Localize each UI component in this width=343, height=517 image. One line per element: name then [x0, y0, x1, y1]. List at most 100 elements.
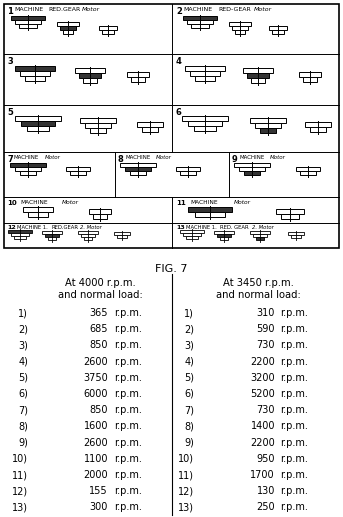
Bar	[45, 234, 59, 237]
Text: MACHINE 1.: MACHINE 1.	[186, 225, 217, 230]
Bar	[84, 237, 92, 240]
Text: 590: 590	[257, 324, 275, 334]
Text: r.p.m.: r.p.m.	[280, 503, 308, 512]
Bar	[114, 232, 130, 235]
Bar	[60, 26, 76, 30]
Bar	[232, 26, 248, 30]
Bar	[11, 233, 29, 236]
Text: r.p.m.: r.p.m.	[280, 340, 308, 351]
Text: 2): 2)	[18, 324, 28, 334]
Text: 130: 130	[257, 486, 275, 496]
Text: r.p.m.: r.p.m.	[114, 308, 142, 318]
Text: 1): 1)	[184, 308, 194, 318]
Bar	[188, 121, 222, 126]
Text: 1600: 1600	[83, 421, 108, 431]
Text: 2: 2	[176, 7, 182, 16]
Text: r.p.m.: r.p.m.	[280, 405, 308, 415]
Bar	[15, 20, 41, 24]
Text: 5): 5)	[18, 373, 28, 383]
Bar	[127, 72, 149, 77]
Text: 4): 4)	[184, 357, 194, 367]
Bar	[310, 127, 326, 132]
Bar	[142, 127, 158, 132]
Bar	[125, 167, 151, 171]
Text: 9): 9)	[184, 437, 194, 448]
Text: At 3450 r.p.m.: At 3450 r.p.m.	[223, 278, 294, 288]
Bar	[80, 118, 116, 123]
Text: 11): 11)	[12, 470, 28, 480]
Bar	[25, 76, 45, 81]
Text: 3): 3)	[18, 340, 28, 351]
Bar	[229, 22, 251, 26]
Bar	[250, 231, 270, 234]
Text: 5200: 5200	[250, 389, 275, 399]
Text: 4: 4	[176, 57, 182, 66]
Bar	[89, 209, 111, 214]
Bar	[244, 171, 260, 175]
Text: 2. Motor: 2. Motor	[80, 225, 102, 230]
Text: 730: 730	[257, 340, 275, 351]
Text: Motor: Motor	[234, 200, 251, 205]
Bar	[83, 78, 97, 83]
Bar	[14, 236, 26, 239]
Text: 13): 13)	[178, 503, 194, 512]
Text: 10): 10)	[12, 454, 28, 464]
Text: 1): 1)	[18, 308, 28, 318]
Bar	[291, 235, 301, 238]
Text: RED.GEAR: RED.GEAR	[52, 225, 79, 230]
Text: 2. Motor: 2. Motor	[252, 225, 274, 230]
Text: r.p.m.: r.p.m.	[280, 373, 308, 383]
Text: r.p.m.: r.p.m.	[114, 421, 142, 431]
Bar	[214, 231, 234, 234]
Bar	[288, 232, 304, 235]
Text: r.p.m.: r.p.m.	[114, 503, 142, 512]
Text: 7: 7	[7, 155, 13, 164]
Bar	[48, 237, 56, 240]
Text: 10: 10	[7, 200, 17, 206]
Bar	[20, 71, 50, 76]
Bar	[79, 73, 101, 78]
Text: 8): 8)	[18, 421, 28, 431]
Bar	[185, 66, 225, 71]
Text: 6): 6)	[184, 389, 194, 399]
Text: and normal load:: and normal load:	[58, 290, 142, 300]
Text: r.p.m.: r.p.m.	[280, 486, 308, 496]
Text: r.p.m.: r.p.m.	[280, 454, 308, 464]
Text: RED.GEAR: RED.GEAR	[48, 7, 80, 12]
Bar	[191, 24, 209, 28]
Text: r.p.m.: r.p.m.	[280, 324, 308, 334]
Bar	[8, 230, 32, 233]
Bar	[239, 167, 265, 171]
Bar	[183, 233, 201, 236]
Bar	[296, 167, 320, 171]
Text: 310: 310	[257, 308, 275, 318]
Bar	[4, 4, 339, 248]
Bar	[130, 171, 146, 175]
Bar	[217, 234, 231, 237]
Text: 2200: 2200	[250, 437, 275, 448]
Text: 5): 5)	[184, 373, 194, 383]
Bar	[256, 237, 264, 240]
Bar	[253, 234, 267, 237]
Text: 6: 6	[176, 108, 182, 117]
Bar	[19, 24, 37, 28]
Text: MACHINE: MACHINE	[20, 200, 48, 205]
Text: RED-GEAR: RED-GEAR	[218, 7, 251, 12]
Text: 11: 11	[176, 200, 186, 206]
Text: 730: 730	[257, 405, 275, 415]
Text: 12): 12)	[12, 486, 28, 496]
Bar	[176, 167, 200, 171]
Bar	[117, 235, 127, 238]
Bar	[195, 212, 225, 217]
Text: 2): 2)	[184, 324, 194, 334]
Text: r.p.m.: r.p.m.	[280, 470, 308, 480]
Bar	[272, 30, 284, 34]
Text: 1400: 1400	[250, 421, 275, 431]
Text: MACHINE: MACHINE	[183, 7, 212, 12]
Bar	[186, 236, 198, 239]
Text: 2000: 2000	[83, 470, 108, 480]
Text: 9): 9)	[18, 437, 28, 448]
Bar	[42, 231, 62, 234]
Text: 11): 11)	[178, 470, 194, 480]
Bar	[15, 116, 61, 121]
